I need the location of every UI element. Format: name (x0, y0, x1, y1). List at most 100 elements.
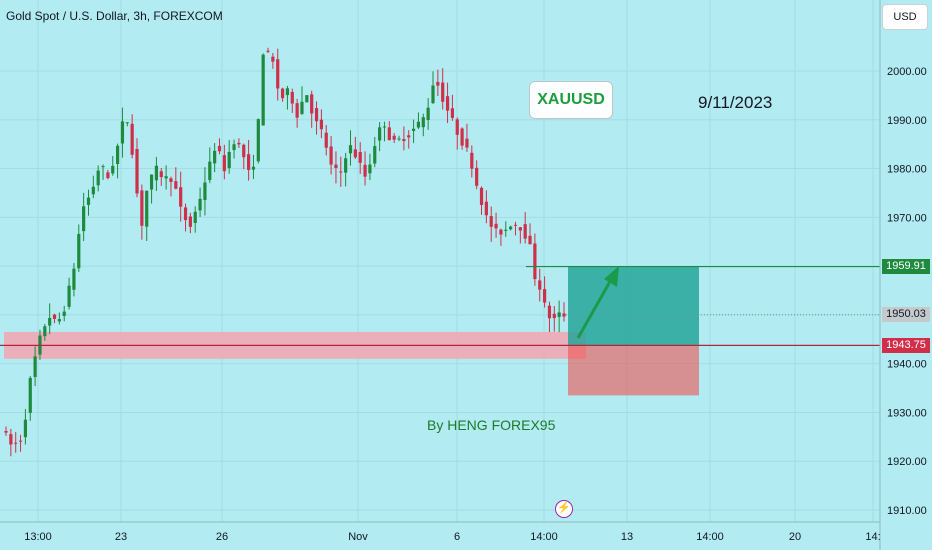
candle-body (378, 127, 382, 141)
candle-body (242, 144, 246, 158)
candle-body (251, 166, 256, 170)
candle-body (465, 138, 469, 148)
candle-body (348, 145, 353, 154)
candle-body (494, 223, 498, 229)
candle-body (67, 285, 71, 307)
candle-body (213, 150, 217, 164)
candle-body (509, 226, 513, 230)
candle-body (547, 305, 552, 319)
candle-body (285, 88, 290, 96)
time-tick-label: 23 (115, 531, 127, 543)
candle-body (479, 187, 484, 205)
candle-body (159, 171, 163, 178)
candle-layer (4, 47, 566, 457)
time-tick-label: Nov (348, 531, 368, 543)
price-tick-label: 1940.00 (887, 359, 927, 371)
candle-body (373, 146, 377, 164)
overlay-layer (0, 265, 880, 346)
candle-body (140, 190, 144, 226)
candle-body (455, 119, 459, 135)
candle-body (407, 135, 411, 138)
candle-body (72, 268, 76, 290)
time-tick-label: 26 (216, 531, 228, 543)
candle-body (43, 326, 47, 337)
candle-body (358, 152, 362, 163)
price-tick-label: 1980.00 (887, 164, 927, 176)
candle-body (504, 229, 508, 231)
candle-body (193, 211, 197, 224)
candle-body (183, 207, 188, 221)
loss-zone (568, 345, 699, 396)
candle-body (280, 88, 285, 99)
candle-body (276, 59, 280, 89)
candle-body (353, 149, 357, 158)
candle-body (489, 216, 493, 227)
candle-body (397, 138, 401, 140)
candle-body (475, 167, 479, 186)
candle-body (217, 145, 222, 152)
candle-body (179, 187, 183, 207)
candle-body (91, 186, 95, 195)
candle-body (33, 356, 37, 378)
symbol-annotation: XAUUSD (529, 81, 613, 119)
candle-body (518, 227, 522, 231)
plot-background (0, 0, 880, 522)
candle-body (426, 107, 430, 121)
candle-body (18, 440, 23, 442)
candle-body (227, 151, 231, 169)
candle-body (101, 166, 105, 168)
candle-body (261, 54, 265, 126)
candle-body (256, 119, 260, 162)
candle-body (169, 178, 173, 182)
candle-body (411, 128, 416, 131)
candle-body (310, 94, 314, 114)
currency-button[interactable]: USD (882, 4, 928, 30)
candle-body (382, 126, 387, 128)
candle-body (9, 434, 13, 445)
time-tick-label: 14:00 (530, 531, 558, 543)
candle-body (470, 152, 474, 169)
candle-body (203, 182, 207, 200)
candle-body (86, 197, 91, 205)
candle-body (421, 117, 425, 128)
candle-body (552, 313, 556, 319)
candle-body (77, 234, 81, 269)
price-tick-label: 1990.00 (887, 115, 927, 127)
candle-body (562, 313, 566, 317)
candle-body (271, 56, 275, 62)
candle-body (232, 144, 236, 151)
candle-body (542, 289, 547, 303)
candle-body (145, 190, 149, 227)
price-tick-label: 1920.00 (887, 456, 927, 468)
candle-body (188, 216, 192, 227)
candle-body (295, 103, 299, 118)
grid-layer (0, 0, 880, 522)
candle-body (538, 280, 542, 290)
candle-body (82, 206, 86, 232)
candle-body (300, 101, 304, 114)
candle-body (222, 155, 226, 172)
candle-body (14, 442, 18, 444)
candle-body (135, 148, 139, 194)
candle-body (339, 171, 343, 173)
price-tick-label: 1930.00 (887, 407, 927, 419)
time-axis[interactable]: 13:00 23 26 Nov 6 14:00 13 14:00 20 14: (24, 531, 880, 543)
candle-body (48, 317, 52, 326)
time-tick-label: 14: (865, 531, 880, 543)
candle-body (305, 95, 309, 103)
candle-body (116, 145, 120, 165)
candle-body (125, 122, 129, 124)
candle-body (290, 91, 294, 104)
candle-body (445, 96, 450, 111)
lightning-icon[interactable]: ⚡ (555, 500, 573, 518)
candle-body (23, 419, 28, 438)
price-axis[interactable]: 1910.001920.001930.001940.001950.001960.… (887, 66, 927, 517)
price-tick-label: 1910.00 (887, 505, 927, 517)
candle-body (387, 127, 391, 141)
candle-body (52, 314, 57, 319)
candle-body (402, 139, 406, 142)
time-tick-label: 14:00 (696, 531, 724, 543)
candle-body (149, 174, 154, 190)
